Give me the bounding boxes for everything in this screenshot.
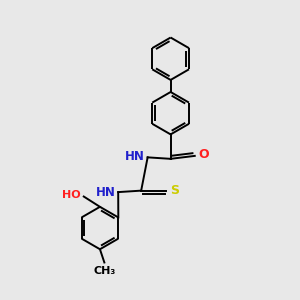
Text: HN: HN bbox=[125, 150, 145, 163]
Text: HN: HN bbox=[95, 186, 115, 199]
Text: CH₃: CH₃ bbox=[93, 266, 116, 276]
Text: HO: HO bbox=[62, 190, 81, 200]
Text: S: S bbox=[170, 184, 179, 197]
Text: O: O bbox=[199, 148, 209, 161]
